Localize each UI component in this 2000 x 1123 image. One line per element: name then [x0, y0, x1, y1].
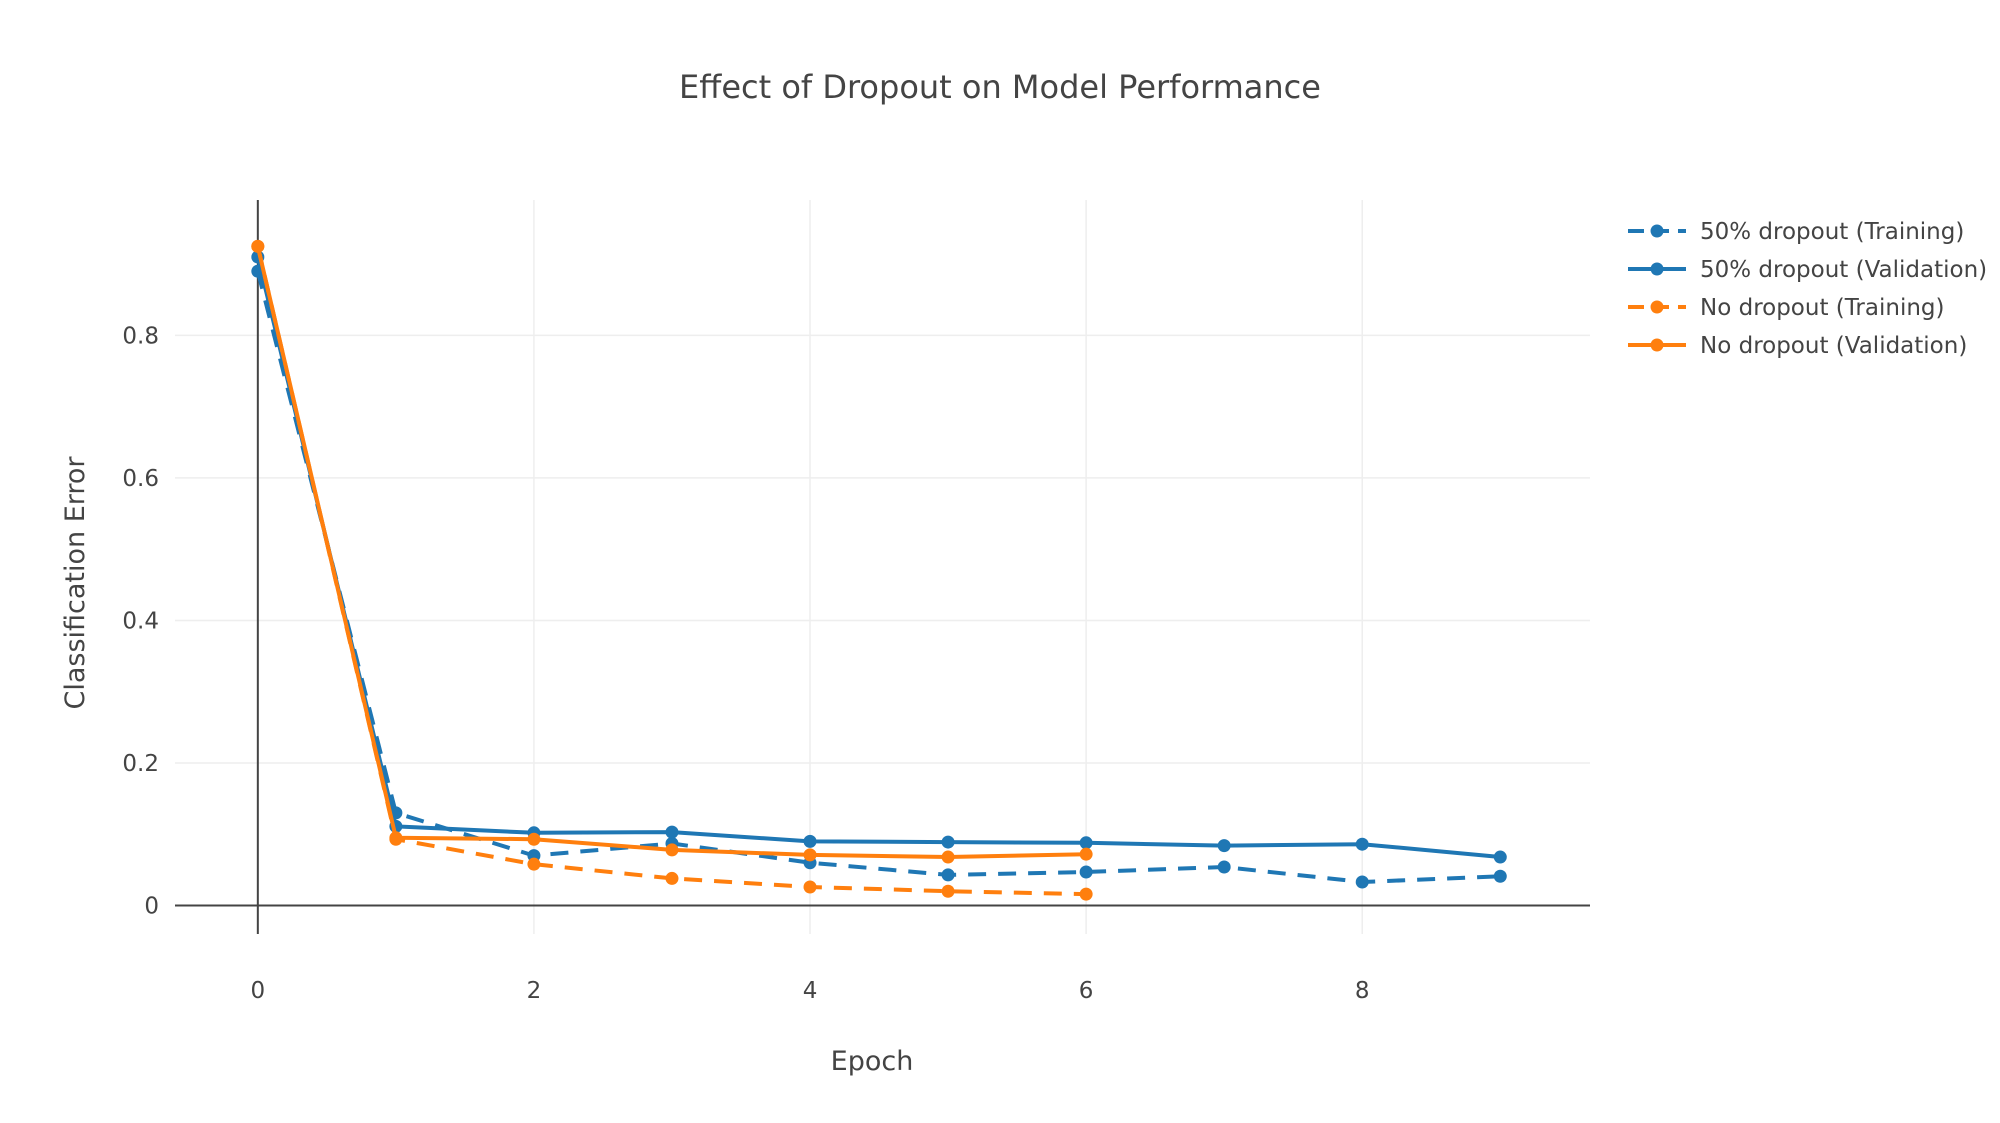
series-group — [251, 239, 1507, 901]
series-line — [255, 270, 1501, 884]
legend-label: 50% dropout (Validation) — [1700, 257, 1987, 283]
data-point — [1355, 837, 1369, 851]
grid — [175, 200, 1590, 934]
y-tick-label: 0.2 — [122, 751, 159, 777]
data-point — [1493, 850, 1507, 864]
series-line — [255, 245, 1087, 897]
data-point — [1079, 865, 1093, 879]
data-point — [665, 871, 679, 885]
data-point — [941, 850, 955, 864]
data-point — [803, 880, 817, 894]
legend-marker — [1650, 338, 1664, 352]
tick-labels: 0 2 4 6 8 0 0.2 0.4 0.6 0.8 — [122, 323, 1369, 1004]
data-point — [1079, 847, 1093, 861]
series-1 — [251, 250, 1507, 864]
series-3 — [251, 239, 1093, 864]
x-tick-label: 2 — [527, 978, 542, 1004]
x-axis-title: Epoch — [831, 1046, 914, 1077]
x-tick-label: 4 — [803, 978, 818, 1004]
y-tick-label: 0.4 — [122, 608, 159, 634]
x-tick-label: 8 — [1355, 978, 1370, 1004]
axes — [175, 200, 1590, 934]
legend-item[interactable]: No dropout (Training) — [1628, 295, 1945, 321]
legend-marker — [1650, 300, 1664, 314]
data-point — [1079, 887, 1093, 901]
data-point — [1079, 836, 1093, 850]
y-tick-label: 0.8 — [122, 323, 159, 349]
series-0 — [251, 264, 1507, 889]
legend-item[interactable]: 50% dropout (Validation) — [1628, 257, 1987, 283]
data-point — [527, 857, 541, 871]
legend-marker — [1650, 224, 1664, 238]
y-tick-label: 0.6 — [122, 466, 159, 492]
legend[interactable]: 50% dropout (Training) 50% dropout (Valid… — [1628, 219, 1987, 359]
data-point — [941, 884, 955, 898]
data-point — [941, 835, 955, 849]
y-tick-label: 0 — [144, 893, 159, 919]
y-axis-title: Classification Error — [60, 456, 91, 710]
data-point — [803, 848, 817, 862]
data-point — [1355, 875, 1369, 889]
legend-label: No dropout (Validation) — [1700, 333, 1967, 359]
x-tick-label: 6 — [1079, 978, 1094, 1004]
series-line — [255, 256, 1501, 859]
data-point — [527, 832, 541, 846]
data-point — [1217, 839, 1231, 853]
legend-item[interactable]: No dropout (Validation) — [1628, 333, 1967, 359]
data-point — [665, 825, 679, 839]
legend-label: 50% dropout (Training) — [1700, 219, 1964, 245]
data-point — [941, 868, 955, 882]
legend-item[interactable]: 50% dropout (Training) — [1628, 219, 1964, 245]
data-point — [665, 843, 679, 857]
data-point — [251, 239, 265, 253]
x-tick-label: 0 — [251, 978, 266, 1004]
chart-title: Effect of Dropout on Model Performance — [679, 68, 1321, 106]
data-point — [1493, 869, 1507, 883]
data-point — [389, 831, 403, 845]
series-2 — [251, 239, 1093, 901]
legend-marker — [1650, 262, 1664, 276]
data-point — [803, 834, 817, 848]
legend-label: No dropout (Training) — [1700, 295, 1945, 321]
data-point — [1217, 860, 1231, 874]
